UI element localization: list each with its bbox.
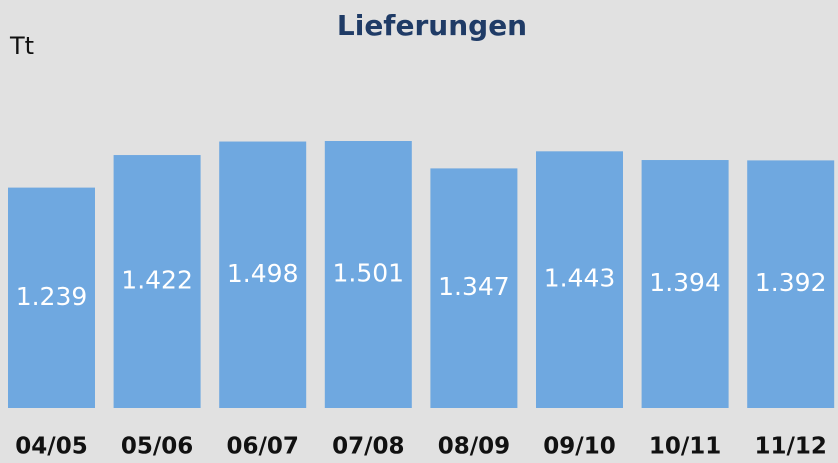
bar xyxy=(536,151,623,408)
unit-label: Tt xyxy=(9,32,34,60)
bar xyxy=(324,141,412,408)
bar xyxy=(747,160,835,408)
x-tick-label: 05/06 xyxy=(121,434,193,460)
value-label: 1.347 xyxy=(438,272,510,301)
bar xyxy=(113,155,201,408)
bar xyxy=(8,187,95,408)
x-tick-label: 04/05 xyxy=(15,434,87,460)
bar xyxy=(430,168,518,408)
x-tick-label: 09/10 xyxy=(543,434,615,460)
x-tick-label: 10/11 xyxy=(649,434,721,460)
value-label: 1.392 xyxy=(755,268,827,297)
x-tick-label: 08/09 xyxy=(438,434,510,460)
value-label: 1.498 xyxy=(227,259,299,288)
value-label: 1.422 xyxy=(121,266,193,295)
value-label: 1.239 xyxy=(16,282,88,311)
bar xyxy=(219,141,307,409)
x-tick-label: 11/12 xyxy=(754,434,826,460)
x-tick-label: 06/07 xyxy=(226,434,298,460)
x-tick-label: 07/08 xyxy=(332,434,404,460)
bar xyxy=(641,160,729,408)
chart-title: Lieferungen xyxy=(337,9,527,42)
value-label: 1.443 xyxy=(544,264,616,293)
value-label: 1.501 xyxy=(333,259,405,288)
value-label: 1.394 xyxy=(649,268,721,297)
